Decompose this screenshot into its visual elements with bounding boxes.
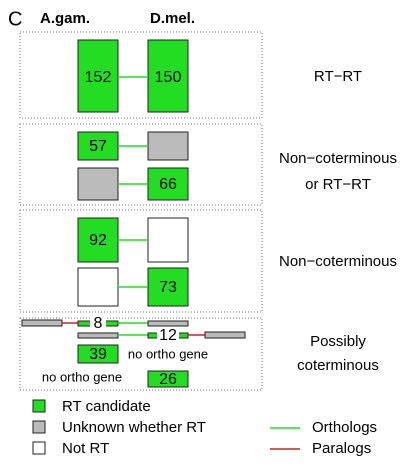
label-bg	[157, 329, 179, 342]
box	[77, 131, 119, 161]
header-left: A.gam.	[40, 10, 90, 27]
group-frame	[19, 317, 263, 391]
box	[147, 217, 189, 263]
box	[147, 39, 189, 113]
count: 26	[159, 371, 177, 388]
group-frame	[19, 209, 263, 313]
group-frame	[19, 31, 263, 119]
box	[77, 39, 119, 113]
count: 73	[159, 279, 177, 296]
count: 92	[89, 232, 107, 249]
box	[147, 131, 189, 161]
note: no ortho gene	[128, 346, 208, 361]
header-right: D.mel.	[150, 10, 195, 27]
note: no ortho gene	[42, 369, 122, 384]
bar	[77, 332, 119, 339]
group-label: Possibly	[310, 333, 366, 350]
legend-label: Unknown whether RT	[62, 419, 206, 436]
bar	[204, 331, 246, 339]
count: 12	[159, 327, 177, 344]
group-label: coterminous	[297, 357, 379, 374]
group-frame	[19, 123, 263, 206]
count: 8	[94, 315, 103, 332]
box	[147, 370, 189, 388]
box	[77, 217, 119, 263]
legend-label: Paralogs	[312, 440, 371, 457]
group-label: Non−coterminous	[279, 253, 397, 270]
legend-swatch	[32, 399, 46, 413]
legend-swatch	[32, 420, 46, 434]
group-label: RT−RT	[314, 68, 362, 85]
count: 150	[155, 69, 182, 86]
count: 66	[159, 176, 177, 193]
box	[77, 167, 119, 201]
legend-swatch	[32, 441, 46, 455]
panel-letter: C	[8, 8, 22, 30]
box	[77, 267, 119, 307]
group-label: or RT−RT	[305, 176, 371, 193]
box	[77, 344, 119, 364]
legend-label: Not RT	[62, 440, 109, 457]
bar	[21, 319, 63, 327]
count: 39	[89, 346, 107, 363]
bar	[147, 320, 189, 327]
group-label: Non−coterminous	[279, 150, 397, 167]
count: 57	[89, 138, 107, 155]
legend-label: Orthologs	[312, 419, 377, 436]
legend-label: RT candidate	[62, 398, 151, 415]
count: 152	[85, 69, 112, 86]
label-bg	[90, 317, 106, 330]
